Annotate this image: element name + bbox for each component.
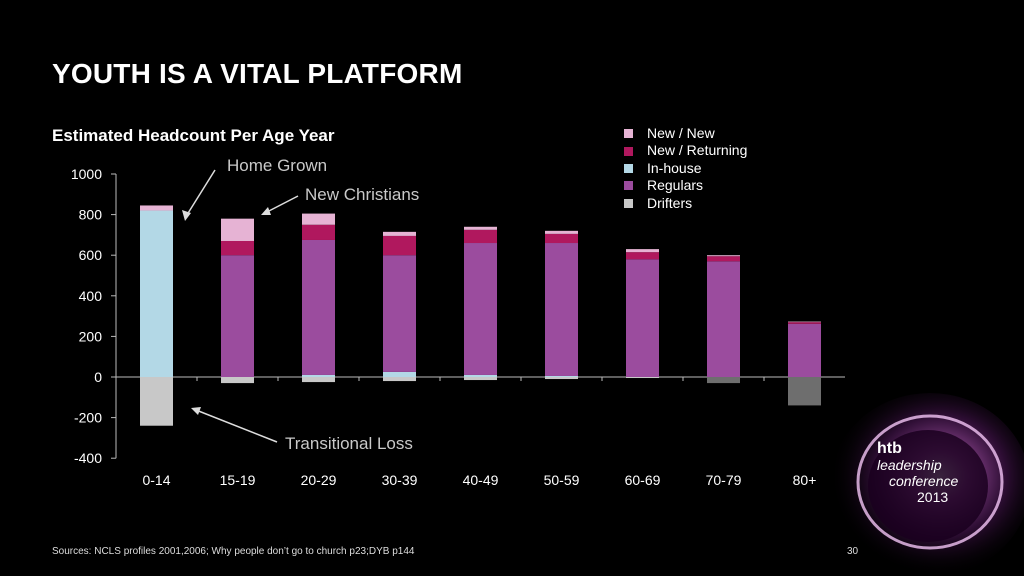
bar-new-returning-30-39: [383, 235, 416, 256]
legend-swatch: [624, 129, 633, 139]
transitional-loss-label: Transitional Loss: [285, 434, 413, 453]
logo-line-leadership: leadership: [877, 457, 942, 473]
bar-regulars-15-19: [221, 255, 254, 377]
legend-item: New / New: [624, 125, 747, 142]
logo-line-year: 2013: [917, 489, 949, 505]
legend-label: Regulars: [647, 177, 704, 194]
logo-line-htb: htb: [877, 440, 902, 457]
bar-new-new-80+: [788, 321, 821, 323]
y-tick-label: -400: [74, 450, 102, 466]
home-grown-label: Home Grown: [227, 156, 328, 175]
legend-label: Drifters: [647, 194, 693, 211]
new-christians-arrow: [264, 195, 299, 214]
bar-new-returning-70-79: [707, 256, 740, 262]
legend-swatch: [624, 198, 633, 208]
bar-new-new-15-19: [221, 218, 254, 241]
home-grown-arrowhead: [182, 210, 191, 221]
legend-item: In-house: [624, 160, 747, 177]
bar-new-returning-50-59: [545, 233, 578, 244]
bar-new-new-20-29: [302, 213, 335, 225]
bar-regulars-20-29: [302, 239, 335, 375]
bar-regulars-50-59: [545, 243, 578, 376]
bar-new-returning-80+: [788, 322, 821, 324]
legend-label: New / Returning: [647, 142, 748, 159]
y-tick-label: -200: [74, 410, 102, 426]
source-note: Sources: NCLS profiles 2001,2006; Why pe…: [52, 546, 415, 557]
legend-item: Drifters: [624, 195, 747, 212]
bar-new-returning-20-29: [302, 224, 335, 240]
transitional-loss-arrowhead: [191, 407, 201, 415]
bar-regulars-30-39: [383, 255, 416, 372]
bar-new-new-50-59: [545, 230, 578, 234]
legend-swatch: [624, 181, 633, 191]
y-tick-label: 600: [79, 247, 103, 263]
bar-drifters-70-79: [707, 377, 740, 384]
bar-in-house-30-39: [383, 371, 416, 377]
bar-new-returning-60-69: [626, 252, 659, 260]
x-tick-label: 0-14: [142, 472, 170, 488]
bar-new-new-30-39: [383, 231, 416, 236]
bar-in-house-50-59: [545, 375, 578, 377]
page-number: 30: [847, 546, 859, 557]
bar-regulars-40-49: [464, 243, 497, 375]
x-tick-label: 15-19: [220, 472, 256, 488]
chart-title: Estimated Headcount Per Age Year: [52, 126, 335, 145]
bar-new-returning-15-19: [221, 240, 254, 256]
x-tick-label: 30-39: [382, 472, 418, 488]
bar-new-new-60-69: [626, 249, 659, 253]
new-christians-arrowhead: [261, 207, 271, 215]
x-tick-label: 60-69: [625, 472, 661, 488]
bar-drifters-20-29: [302, 377, 335, 383]
y-tick-label: 1000: [71, 166, 102, 182]
legend-item: New / Returning: [624, 142, 747, 159]
logo-text: htb leadership conference 2013: [877, 440, 959, 506]
x-tick-label: 80+: [793, 472, 817, 488]
annotation-arrows: [182, 169, 299, 443]
bar-new-new-40-49: [464, 226, 497, 230]
legend-swatch: [624, 164, 633, 174]
bar-drifters-0-14: [140, 377, 173, 426]
bar-drifters-40-49: [464, 377, 497, 381]
y-tick-label: 200: [79, 328, 103, 344]
y-tick-label: 0: [94, 369, 102, 385]
bar-regulars-70-79: [707, 261, 740, 377]
x-tick-label: 70-79: [706, 472, 742, 488]
legend-item: Regulars: [624, 177, 747, 194]
legend-label: In-house: [647, 159, 702, 176]
bar-drifters-60-69: [626, 377, 659, 379]
bar-regulars-80+: [788, 323, 821, 377]
x-tick-label: 20-29: [301, 472, 337, 488]
home-grown-arrow: [184, 169, 216, 219]
x-tick-label: 50-59: [544, 472, 580, 488]
bar-new-new-0-14: [140, 205, 173, 211]
bar-drifters-50-59: [545, 377, 578, 380]
x-tick-label: 40-49: [463, 472, 499, 488]
logo-line-conference: conference: [889, 473, 959, 489]
transitional-loss-arrow: [195, 409, 278, 443]
legend-label: New / New: [647, 125, 715, 141]
bar-in-house-40-49: [464, 374, 497, 377]
bar-drifters-30-39: [383, 377, 416, 382]
bar-in-house-20-29: [302, 374, 335, 377]
slide-title: YOUTH IS A VITAL PLATFORM: [52, 58, 463, 89]
legend-swatch: [624, 146, 633, 156]
y-tick-label: 800: [79, 207, 103, 223]
bar-drifters-15-19: [221, 377, 254, 384]
bar-drifters-80+: [788, 377, 821, 406]
bar-regulars-60-69: [626, 259, 659, 377]
bar-new-returning-40-49: [464, 229, 497, 244]
conference-logo: [830, 393, 1024, 576]
chart-legend: New / New New / Returning In-house Regulars…: [624, 125, 747, 212]
new-christians-label: New Christians: [305, 185, 420, 204]
bar-new-new-70-79: [707, 255, 740, 257]
bar-in-house-0-14: [140, 210, 173, 377]
y-tick-label: 400: [79, 288, 103, 304]
